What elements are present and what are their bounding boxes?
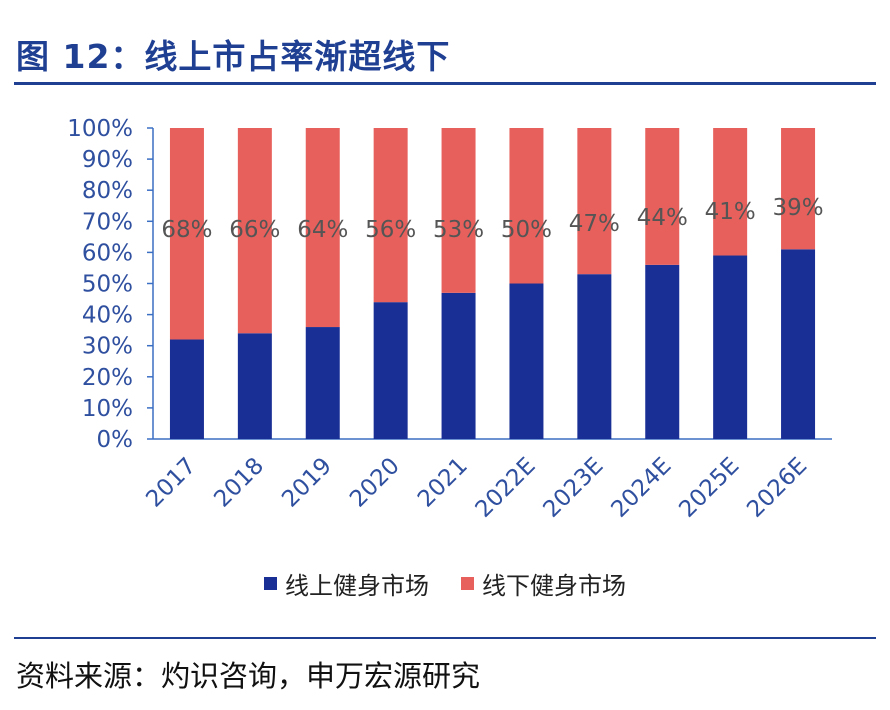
x-tick-label: 2021 (413, 453, 473, 513)
x-tick-label: 2024E (606, 453, 676, 523)
y-tick-label: 20% (82, 365, 133, 391)
footer-divider (14, 637, 876, 639)
data-label-offline: 53% (433, 217, 484, 243)
y-tick-label: 50% (82, 272, 133, 298)
bar-online (169, 339, 204, 439)
y-tick-label: 40% (82, 303, 133, 329)
legend-swatch-online (264, 577, 277, 590)
legend-swatch-offline (461, 577, 474, 590)
x-tick-label: 2019 (277, 453, 337, 513)
x-tick-label: 2023E (539, 453, 609, 523)
data-label-offline: 56% (365, 217, 416, 243)
x-tick-label: 2026E (742, 453, 812, 523)
data-label-offline: 47% (569, 211, 620, 237)
data-label-offline: 39% (772, 195, 823, 221)
bar-offline (169, 128, 204, 340)
bar-online (441, 292, 476, 439)
bar-online (645, 264, 680, 439)
data-label-offline: 64% (297, 217, 348, 243)
bar-online (237, 333, 272, 439)
y-tick-label: 80% (82, 178, 133, 204)
data-label-offline: 68% (161, 217, 212, 243)
y-tick-label: 30% (82, 334, 133, 360)
y-tick-label: 90% (82, 147, 133, 173)
legend-item-offline: 线下健身市场 (461, 566, 626, 601)
bar-online (781, 249, 816, 439)
bar-online (577, 274, 612, 439)
bar-offline (645, 128, 680, 265)
bar-offline (713, 128, 748, 256)
bar-offline (237, 128, 272, 334)
y-tick-label: 100% (67, 116, 133, 142)
bar-offline (509, 128, 544, 284)
x-tick-label: 2022E (471, 453, 541, 523)
x-tick-label: 2017 (141, 453, 201, 513)
bar-offline (441, 128, 476, 293)
legend-label-online: 线上健身市场 (285, 572, 429, 600)
data-label-offline: 41% (705, 199, 756, 225)
bar-online (373, 302, 408, 439)
data-label-offline: 66% (229, 217, 280, 243)
data-label-offline: 44% (637, 205, 688, 231)
legend-label-offline: 线下健身市场 (482, 572, 626, 600)
data-label-offline: 50% (501, 217, 552, 243)
bar-offline (373, 128, 408, 303)
bar-offline (577, 128, 612, 275)
source-note: 资料来源：灼识咨询，申万宏源研究 (16, 659, 481, 693)
bar-online (305, 327, 340, 439)
y-tick-label: 70% (82, 209, 133, 235)
bar-offline (305, 128, 340, 328)
x-tick-label: 2018 (209, 453, 269, 513)
x-tick-label: 2020 (345, 453, 405, 513)
y-tick-label: 10% (82, 396, 133, 422)
x-tick-label: 2025E (674, 453, 744, 523)
stacked-bar-chart: 0% 10% 20% 30% 40% 50% 60% 70% 80% 90% 100% 68% 2017… (67, 116, 832, 523)
legend: 线上健身市场 线下健身市场 (0, 566, 890, 601)
bar-online (509, 283, 544, 439)
bar-online (713, 255, 748, 439)
bar-offline (781, 128, 816, 250)
title-divider (14, 82, 876, 85)
chart-title: 图 12：线上市占率渐超线下 (16, 37, 451, 76)
y-tick-label: 0% (97, 427, 134, 453)
legend-item-online: 线上健身市场 (264, 566, 429, 601)
y-tick-label: 60% (82, 240, 133, 266)
